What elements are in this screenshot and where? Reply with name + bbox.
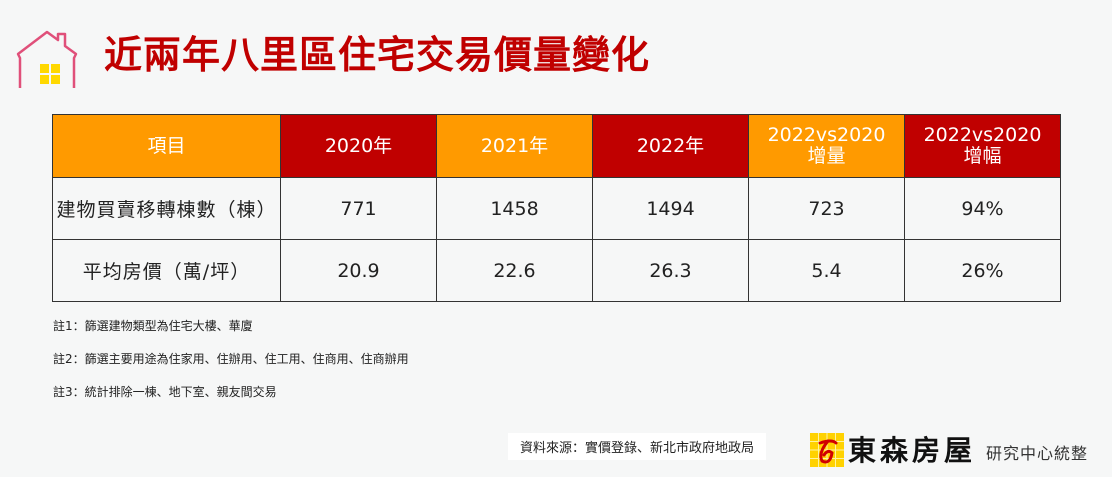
price-volume-table: 項目 2020年 2021年 2022年 2022vs2020 增量 2022v…	[52, 114, 1061, 302]
notes: 註1：篩選建物類型為住宅大樓、華廈 註2：篩選主要用途為住家用、住辦用、住工用、…	[53, 318, 409, 417]
cell-2022: 1494	[592, 177, 749, 240]
header-item: 項目	[52, 114, 281, 178]
brand-name: 東森房屋	[848, 434, 977, 467]
header-growth-sub: 增幅	[963, 145, 1002, 167]
table-header-row: 項目 2020年 2021年 2022年 2022vs2020 增量 2022v…	[52, 114, 1061, 178]
row-label: 平均房價（萬/坪）	[52, 239, 281, 302]
table-row: 平均房價（萬/坪） 20.9 22.6 26.3 5.4 26%	[52, 239, 1061, 302]
cell-2020: 20.9	[280, 239, 437, 302]
cell-2020: 771	[280, 177, 437, 240]
page-title: 近兩年八里區住宅交易價量變化	[104, 33, 651, 77]
data-source: 資料來源：實價登錄、新北市政府地政局	[508, 433, 767, 460]
header-increase-label: 2022vs2020	[767, 124, 886, 146]
cell-increase: 723	[748, 177, 905, 240]
header-2020: 2020年	[280, 114, 437, 178]
house-icon	[16, 30, 78, 88]
cell-increase: 5.4	[748, 239, 905, 302]
research-center: 研究中心統整	[986, 444, 1089, 463]
cell-2021: 1458	[436, 177, 593, 240]
cell-growth: 94%	[904, 177, 1061, 240]
header-growth: 2022vs2020 增幅	[904, 114, 1061, 178]
ettoday-realty-logo-icon	[810, 433, 844, 467]
cell-growth: 26%	[904, 239, 1061, 302]
header-increase: 2022vs2020 增量	[748, 114, 905, 178]
note-1: 註1：篩選建物類型為住宅大樓、華廈	[53, 319, 253, 333]
row-label: 建物買賣移轉棟數（棟）	[52, 177, 281, 240]
cell-2022: 26.3	[592, 239, 749, 302]
header-increase-sub: 增量	[807, 145, 846, 167]
table-row: 建物買賣移轉棟數（棟） 771 1458 1494 723 94%	[52, 177, 1061, 240]
header-growth-label: 2022vs2020	[923, 124, 1042, 146]
note-2: 註2：篩選主要用途為住家用、住辦用、住工用、住商用、住商辦用	[53, 352, 409, 366]
cell-2021: 22.6	[436, 239, 593, 302]
header-2022: 2022年	[592, 114, 749, 178]
header-2021: 2021年	[436, 114, 593, 178]
note-3: 註3：統計排除一棟、地下室、親友間交易	[53, 385, 277, 399]
